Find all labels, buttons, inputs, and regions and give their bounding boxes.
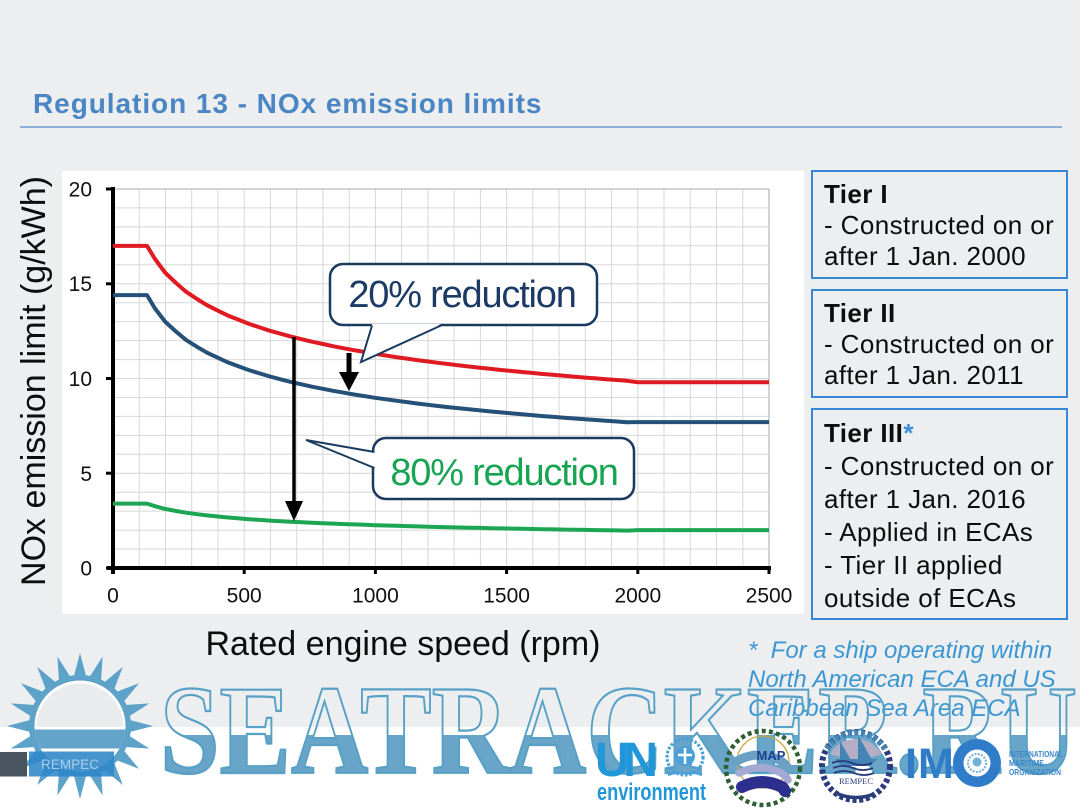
- svg-text:10: 10: [69, 368, 92, 391]
- svg-text:MARITIME: MARITIME: [1009, 758, 1044, 768]
- svg-text:INTERNATIONAL: INTERNATIONAL: [1009, 749, 1063, 759]
- svg-text:1000: 1000: [352, 585, 399, 608]
- svg-text:2500: 2500: [746, 585, 793, 608]
- svg-text:Rated engine speed (rpm): Rated engine speed (rpm): [205, 625, 600, 663]
- svg-text:500: 500: [227, 585, 262, 608]
- svg-text:1500: 1500: [483, 585, 530, 608]
- svg-text:NOx emission limit (g/kWh): NOx emission limit (g/kWh): [15, 176, 53, 586]
- svg-text:REMPEC: REMPEC: [41, 757, 99, 772]
- svg-text:5: 5: [80, 463, 92, 486]
- svg-text:UN: UN: [595, 734, 658, 787]
- svg-text:SEATRACKER.RU: SEATRACKER.RU: [160, 661, 1077, 801]
- svg-text:MAP: MAP: [757, 748, 786, 763]
- svg-text:0: 0: [107, 585, 119, 608]
- svg-text:20% reduction: 20% reduction: [348, 274, 575, 316]
- svg-text:20: 20: [69, 179, 92, 202]
- svg-text:IM: IM: [905, 740, 955, 788]
- svg-text:15: 15: [69, 273, 92, 296]
- svg-text:REMPEC: REMPEC: [839, 776, 873, 786]
- svg-text:80% reduction: 80% reduction: [390, 452, 617, 494]
- svg-text:0: 0: [80, 558, 92, 581]
- svg-text:environment: environment: [597, 779, 706, 806]
- svg-text:2000: 2000: [614, 585, 661, 608]
- svg-text:ORGANIZATION: ORGANIZATION: [1009, 767, 1061, 777]
